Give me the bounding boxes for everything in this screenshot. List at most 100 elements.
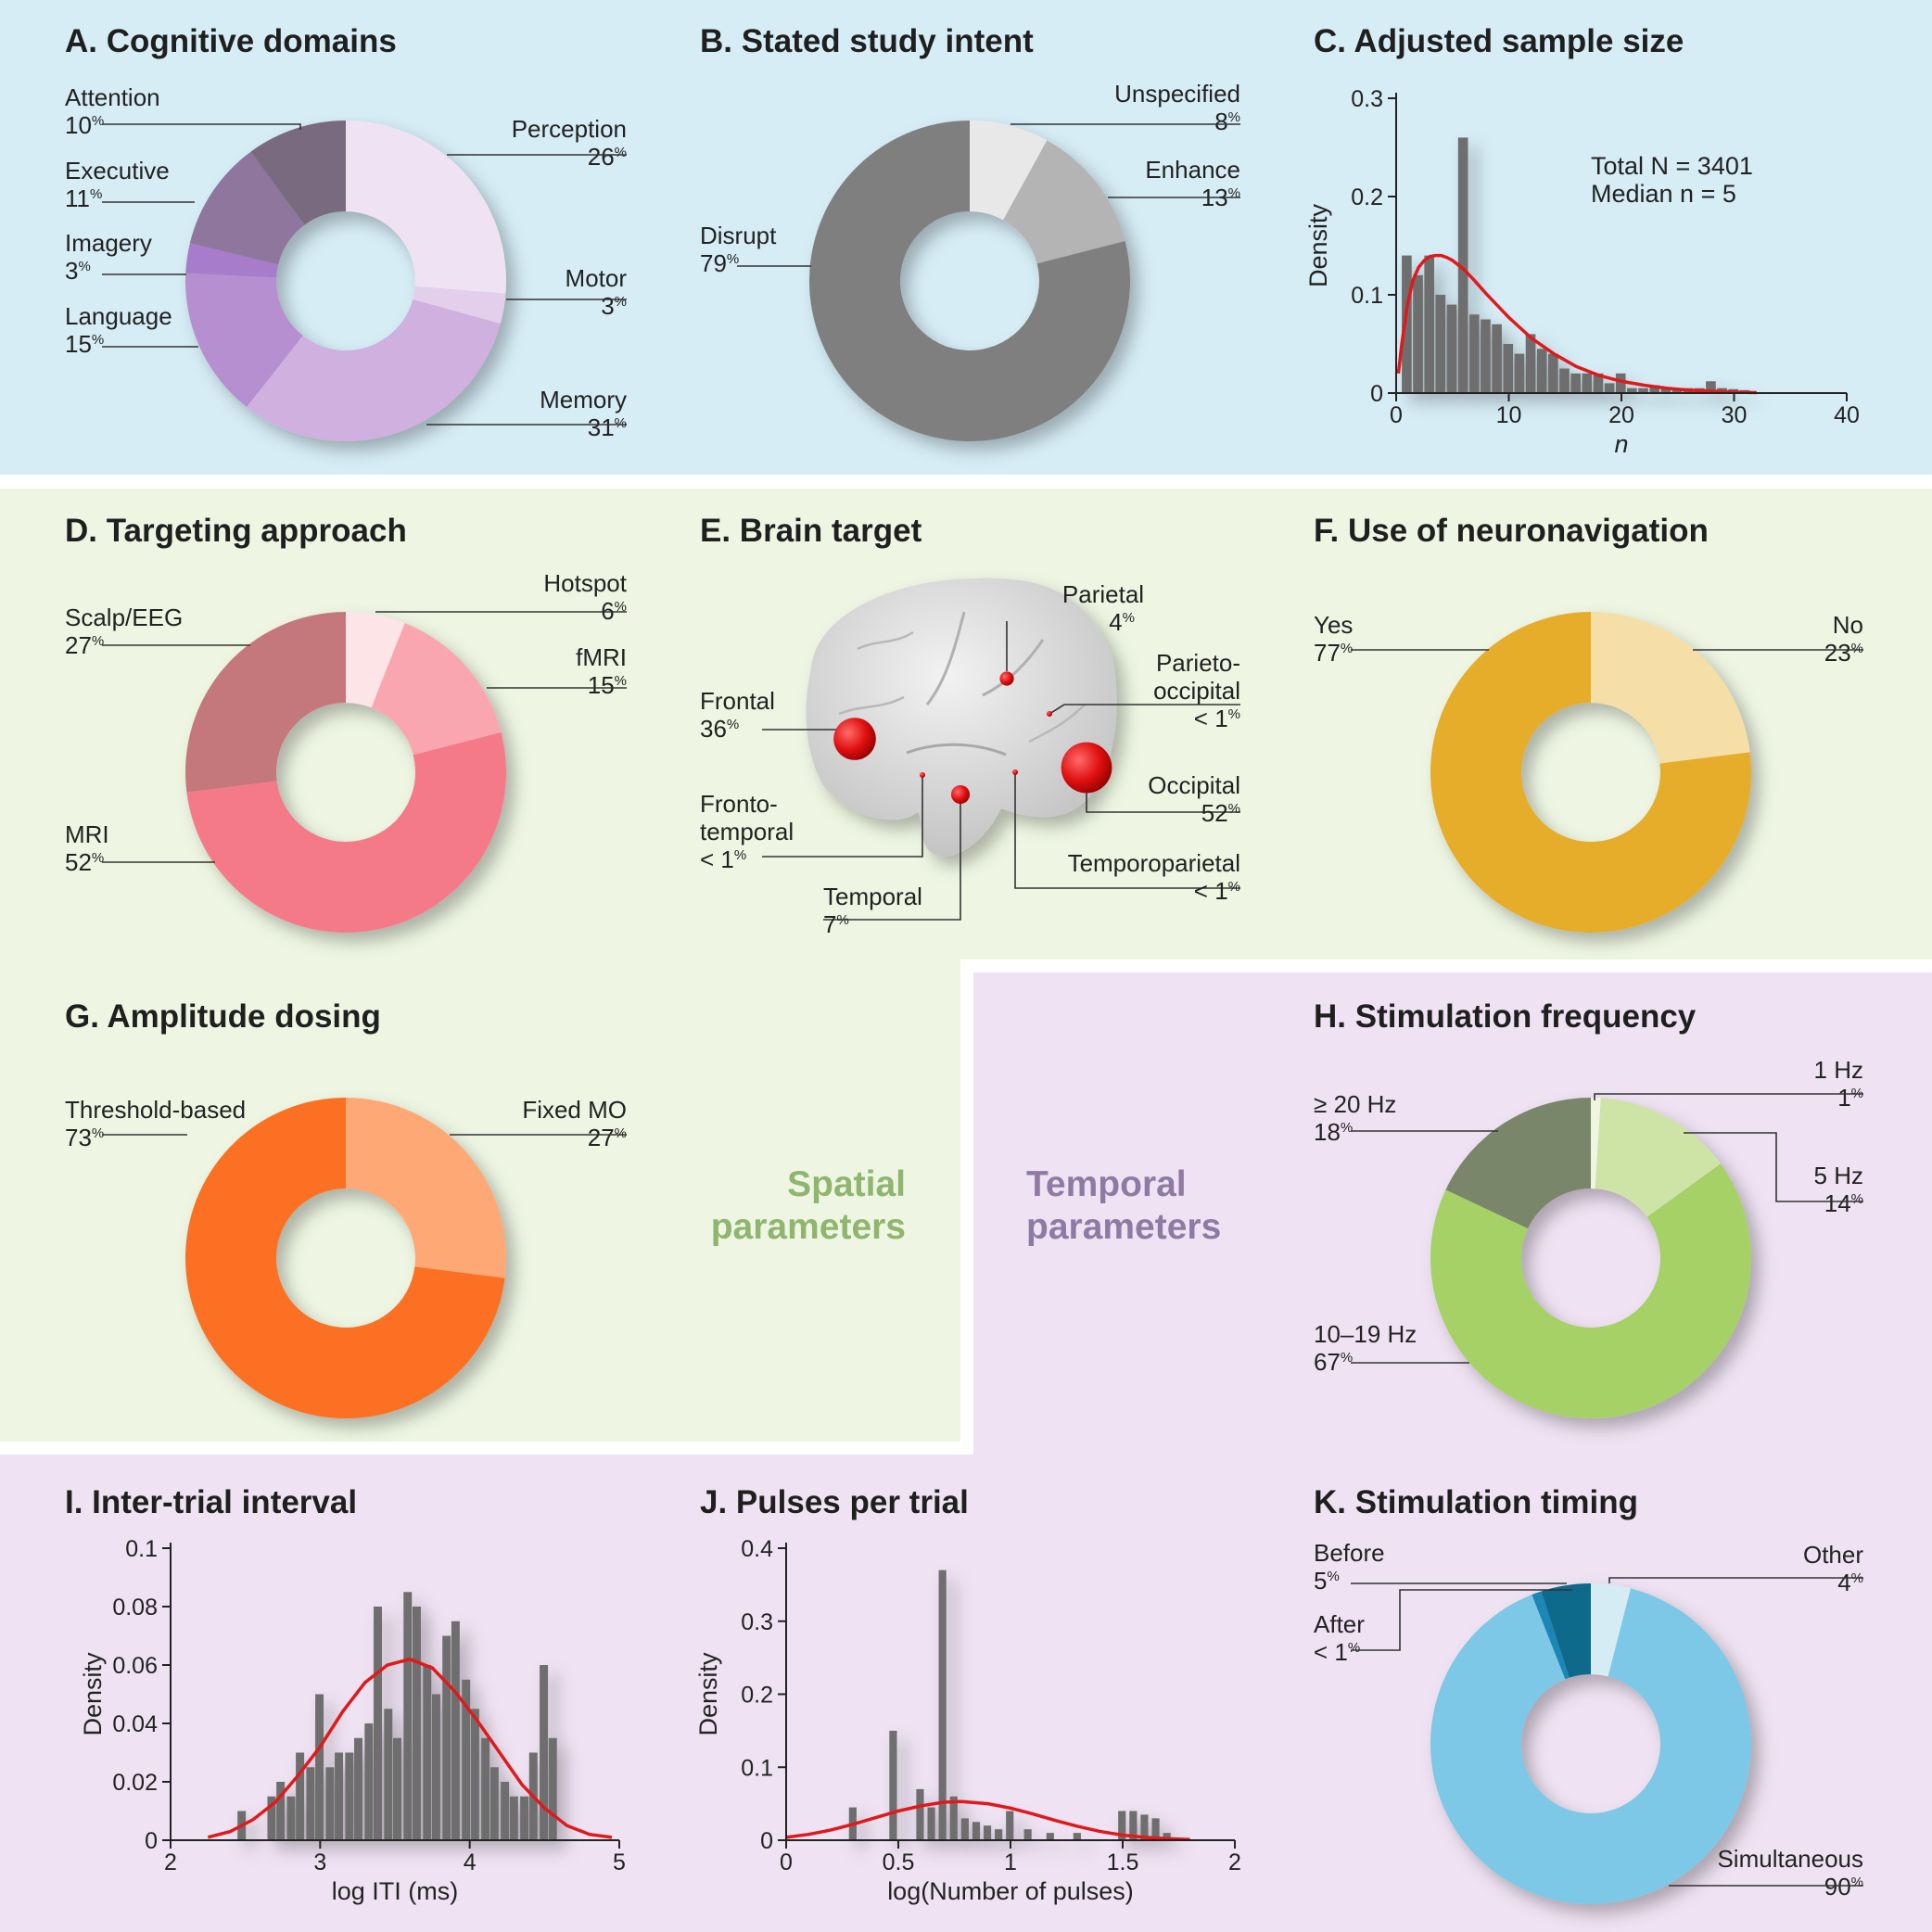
y-tick-label: 0.3 xyxy=(1351,86,1383,112)
x-tick-label: 30 xyxy=(1722,402,1748,428)
value-perception: 26% xyxy=(588,143,627,171)
histogram-bar xyxy=(286,1796,296,1840)
label-yes: Yes xyxy=(1314,611,1353,639)
target-parieto-occipital xyxy=(1047,711,1052,717)
target-label: temporal xyxy=(700,818,794,845)
label-1-hz: 1 Hz xyxy=(1814,1056,1863,1084)
histogram-bar xyxy=(296,1752,305,1840)
histogram-bar xyxy=(1615,373,1626,393)
y-tick-label: 0 xyxy=(760,1828,773,1854)
histogram-bar xyxy=(392,1737,401,1840)
value-before: 5% xyxy=(1314,1567,1340,1595)
label-unspecified: Unspecified xyxy=(1114,80,1240,108)
slice-attention xyxy=(250,121,346,225)
x-tick-label: 5 xyxy=(613,1849,626,1875)
y-axis-label: Density xyxy=(1304,203,1332,287)
value-attention: 10% xyxy=(65,111,104,139)
title-B: B. Stated study intent xyxy=(700,23,1034,59)
value-other: 4% xyxy=(1837,1569,1863,1596)
value-yes: 77% xyxy=(1314,639,1353,667)
value-threshold-based: 73% xyxy=(65,1124,104,1151)
y-tick-label: 0.1 xyxy=(125,1536,158,1562)
histogram-bar xyxy=(1548,353,1558,393)
leader-line xyxy=(1594,1093,1863,1100)
histogram-bar xyxy=(1046,1833,1054,1840)
histogram-bar xyxy=(1582,373,1593,393)
histogram-bar xyxy=(1023,1829,1032,1840)
target-value: 4% xyxy=(1109,608,1135,636)
histogram-bar xyxy=(960,1818,969,1840)
y-axis-label: Density xyxy=(694,1652,722,1736)
leader-line xyxy=(1351,1589,1572,1651)
target-label: Temporal xyxy=(823,883,922,910)
slice-1-hz xyxy=(1591,1098,1601,1189)
histogram-inter-trial-interval: 2 3 4 5 0 0.02 0.04 0.06 0.08 0.1 log ITI (ms) Dens… xyxy=(79,1536,626,1905)
histogram-bar xyxy=(423,1665,432,1840)
x-tick-label: 2 xyxy=(1228,1849,1241,1875)
value-scalp-eeg: 27% xyxy=(65,631,104,659)
x-tick-label: 0 xyxy=(1390,402,1403,428)
title-K: K. Stimulation timing xyxy=(1314,1484,1638,1520)
value-5-hz: 14% xyxy=(1824,1189,1863,1217)
value-fmri: 15% xyxy=(588,671,627,699)
slice-disrupt xyxy=(809,121,1130,441)
histogram-bar xyxy=(1649,385,1660,393)
histogram-bar xyxy=(345,1752,354,1840)
histogram-bar xyxy=(1163,1833,1171,1840)
slice-other xyxy=(1591,1583,1632,1677)
label-other: Other xyxy=(1803,1541,1863,1569)
slice-fixed-mo xyxy=(346,1098,506,1278)
title-G: G. Amplitude dosing xyxy=(65,998,381,1035)
y-tick-label: 0.1 xyxy=(1351,283,1383,309)
histogram-bar xyxy=(315,1694,324,1840)
x-axis-label: log(Number of pulses) xyxy=(887,1877,1134,1905)
slice-yes xyxy=(1430,612,1752,934)
slice-10-19-hz xyxy=(1430,1163,1751,1418)
value-executive: 11% xyxy=(65,184,102,212)
donut-ring xyxy=(1430,1098,1751,1418)
brain-sulcus xyxy=(838,695,905,716)
histogram-bar xyxy=(325,1767,335,1840)
label-fmri: fMRI xyxy=(576,643,627,671)
slice-hotspot xyxy=(346,612,405,708)
value-imagery: 3% xyxy=(65,257,91,285)
histogram-bar xyxy=(1468,314,1480,393)
temporal-label-line2: parameters xyxy=(1026,1207,1221,1247)
label-hotspot: Hotspot xyxy=(543,569,627,597)
histogram-bar xyxy=(306,1767,315,1840)
histogram-bar xyxy=(548,1737,557,1840)
fit-curve xyxy=(207,1657,613,1839)
slice-after xyxy=(1532,1591,1570,1680)
histogram-bar xyxy=(431,1694,440,1840)
histogram-bar xyxy=(1073,1833,1081,1840)
y-tick-label: 0 xyxy=(1370,381,1383,407)
leader-line xyxy=(102,123,301,130)
fit-curve xyxy=(785,1799,1190,1841)
x-axis-label: n xyxy=(1614,430,1628,458)
x-tick-label: 0.5 xyxy=(883,1849,915,1875)
title-C: C. Adjusted sample size xyxy=(1314,23,1684,59)
x-tick-label: 1 xyxy=(1004,1849,1017,1875)
y-tick-label: 0.02 xyxy=(112,1770,158,1796)
brain-shape xyxy=(806,578,1117,857)
target-parietal xyxy=(999,671,1014,686)
histogram-bar xyxy=(1151,1818,1160,1840)
histogram-bar xyxy=(403,1592,413,1840)
histogram-bar xyxy=(1706,381,1716,393)
target-value: 52% xyxy=(1201,799,1240,827)
x-tick-label: 3 xyxy=(313,1849,326,1875)
y-tick-label: 0 xyxy=(145,1828,158,1854)
value-language: 15% xyxy=(65,330,104,358)
histogram-bar xyxy=(267,1796,276,1840)
histogram-bar xyxy=(501,1782,510,1840)
donut-ring xyxy=(809,121,1130,441)
leader-line xyxy=(1086,788,1240,813)
label-language: Language xyxy=(65,302,172,330)
y-tick-label: 0.1 xyxy=(741,1755,773,1781)
value-10-19-hz: 67% xyxy=(1314,1348,1353,1376)
label-enhance: Enhance xyxy=(1145,156,1240,184)
